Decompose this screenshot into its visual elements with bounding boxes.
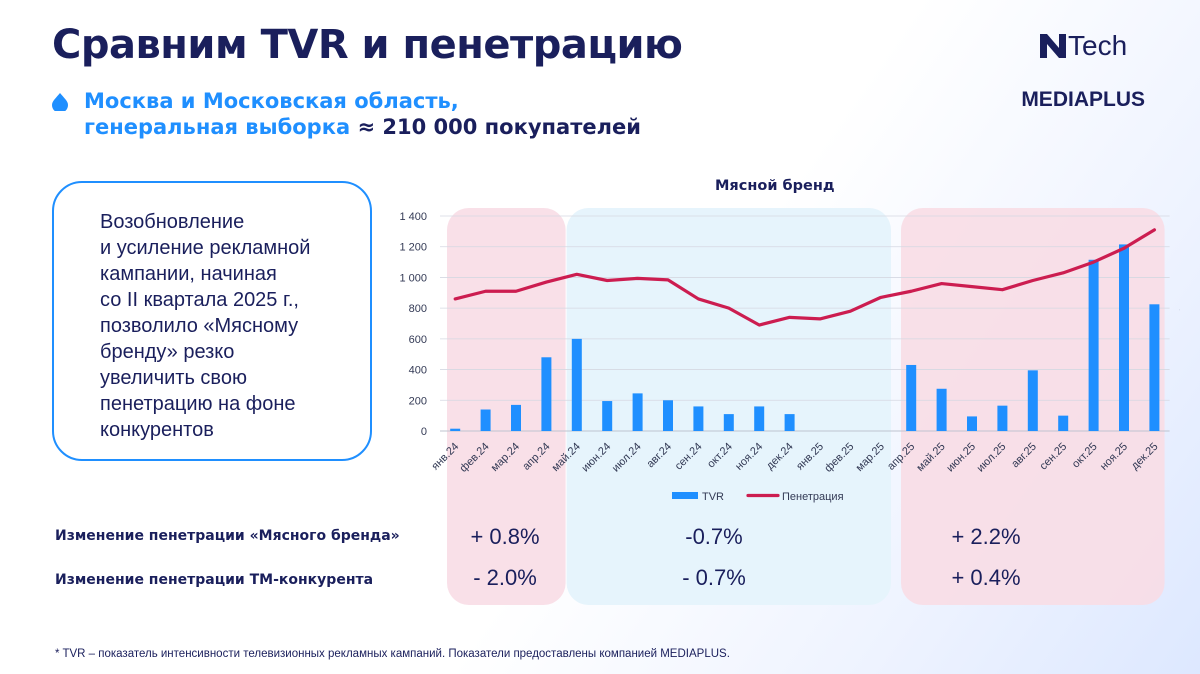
row-label-brand: Изменение пенетрации «Мясного бренда» [55,528,400,544]
legend-label-tvr: TVR [702,491,724,503]
page-title: Сравним TVR и пенетрацию [52,22,683,68]
tvr-bar [1088,259,1099,431]
tvr-bar [450,428,461,431]
tech-logo: Tech [1040,30,1127,62]
footnote: * TVR – показатель интенсивности телевиз… [55,648,730,660]
y-tick-left: 1 000 [399,272,427,284]
legend-swatch-tvr [672,492,698,499]
chart: Мясной бренд 0 200 400 600 800 1 000 1 200 1 400… [399,178,1180,605]
tvr-bar [723,414,734,431]
tvr-bar [1119,244,1129,431]
y-tick-left: 600 [409,334,427,346]
tvr-bar [906,364,917,431]
logo-text: Tech [1068,30,1128,61]
row-label-competitor: Изменение пенетрации ТМ-конкурента [55,572,374,588]
value-brand-period-1: + 0.8% [470,524,540,549]
value-competitor-period-2: - 0.7% [682,565,746,590]
subtitle-line-1: Москва и Московская область, [84,89,459,113]
subtitle-line-2-dark: ≈ 210 000 покупателей [357,115,641,139]
tvr-bar [693,406,704,431]
zone-pink [447,208,566,605]
tvr-bar [754,406,765,431]
tvr-bar [571,338,582,431]
value-brand-period-3: + 2.2% [951,524,1021,549]
y-tick-left: 200 [409,395,427,407]
n-logo-icon [1040,34,1066,58]
note-text: Возобновление и усиление рекламной кампа… [100,211,311,441]
zone-blue [566,208,891,605]
tvr-bar [1058,415,1069,431]
drop-icon [52,93,68,111]
tvr-bar [480,409,491,431]
note-box: Возобновление и усиление рекламной кампа… [52,181,372,461]
tvr-bar [541,357,552,431]
subtitle-line-2-blue: генеральная выборка [84,115,351,139]
value-brand-period-2: -0.7% [685,524,743,549]
tvr-bar [1149,304,1160,431]
y-tick-left: 800 [409,303,427,315]
tvr-bar [663,400,673,431]
y-tick-left: 1 200 [399,242,427,254]
tvr-bar [784,414,795,431]
tvr-bar [1027,370,1038,431]
penetration-line [453,228,1157,327]
y-tick-left: 0 [421,426,427,438]
tvr-bar [632,393,643,431]
subtitle: Москва и Московская область, генеральная… [52,88,641,140]
value-competitor-period-1: - 2.0% [473,565,537,590]
tvr-bar [602,401,613,431]
brand-name: MEDIAPLUS [1021,88,1145,111]
tvr-bar [997,405,1008,431]
y-tick-left: 1 400 [399,211,427,223]
tvr-bar [511,404,521,431]
legend-label-penetration: Пенетрация [782,491,844,503]
value-competitor-period-3: + 0.4% [951,565,1021,590]
chart-title: Мясной бренд [715,178,835,194]
y-tick-left: 400 [409,365,427,377]
tvr-bar [936,388,947,431]
tvr-bar [967,416,977,431]
